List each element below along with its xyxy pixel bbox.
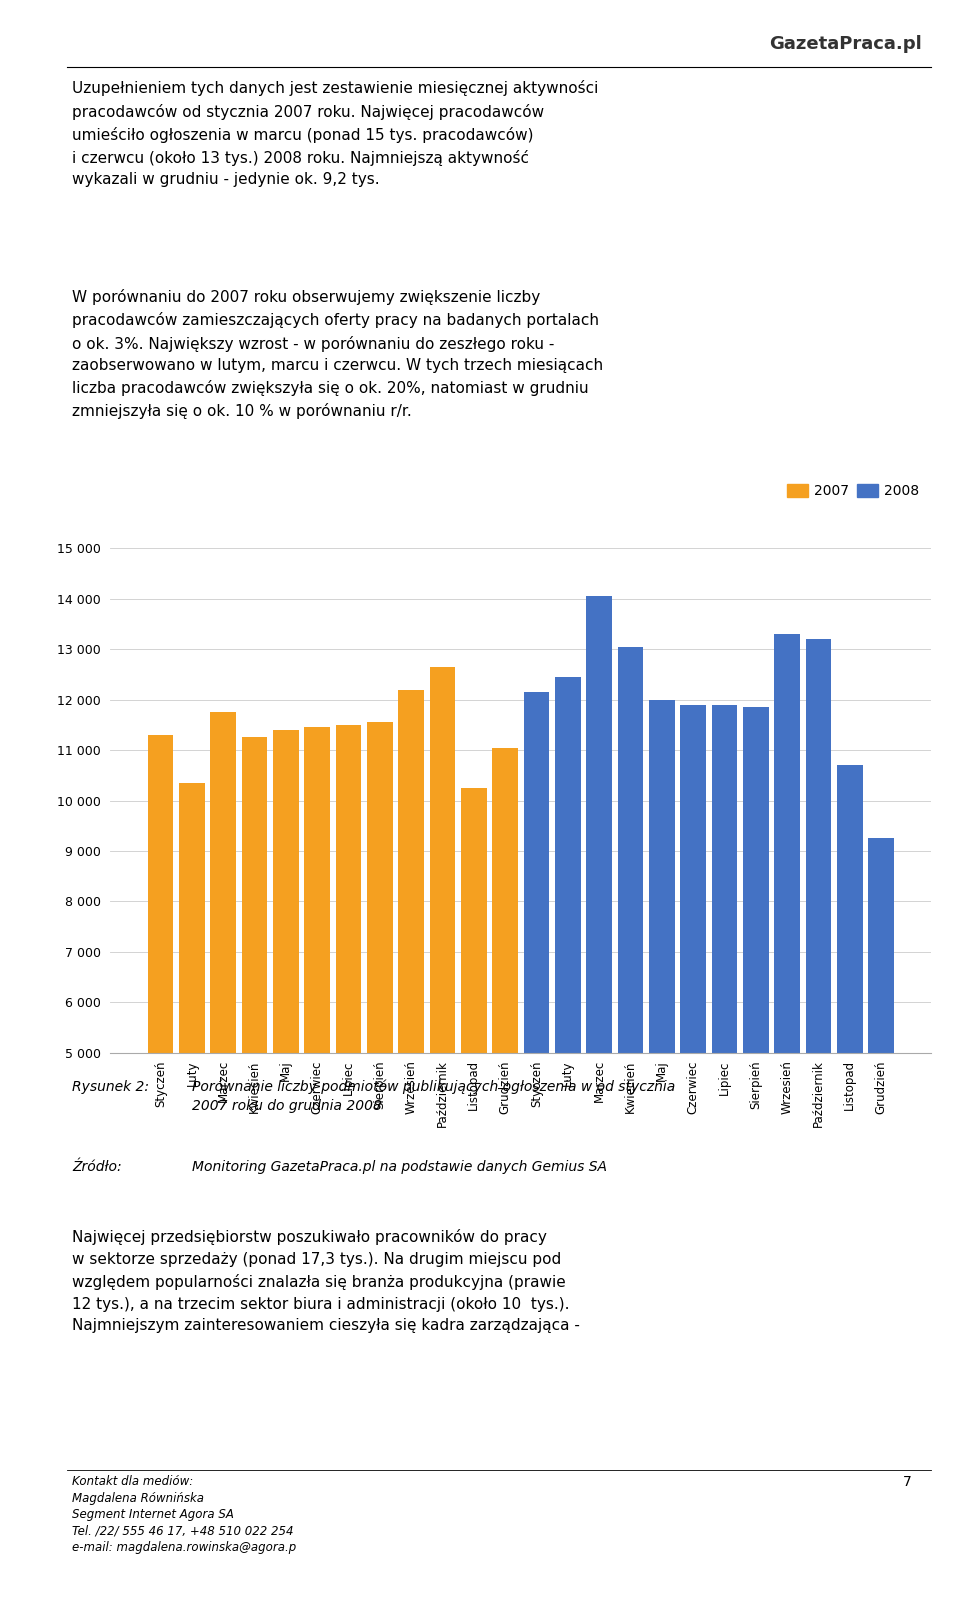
Bar	[523, 693, 549, 1305]
Bar	[774, 635, 800, 1305]
Text: W porównaniu do 2007 roku obserwujemy zwiększenie liczby
pracodawców zamieszczaj: W porównaniu do 2007 roku obserwujemy zw…	[72, 289, 603, 419]
Bar	[461, 787, 487, 1305]
Bar	[617, 646, 643, 1305]
Text: Porównanie liczby podmiotów publikujących ogłoszenia w od stycznia
2007 roku do : Porównanie liczby podmiotów publikującyc…	[192, 1080, 675, 1112]
Bar	[273, 730, 299, 1305]
Bar	[210, 712, 236, 1305]
Bar	[649, 699, 675, 1305]
Bar	[398, 689, 424, 1305]
Bar	[304, 728, 330, 1305]
Text: Monitoring GazetaPraca.pl na podstawie danych Gemius SA: Monitoring GazetaPraca.pl na podstawie d…	[192, 1160, 607, 1175]
Legend: 2007, 2008: 2007, 2008	[781, 479, 924, 505]
Bar	[805, 640, 831, 1305]
Text: GazetaPraca.pl: GazetaPraca.pl	[769, 35, 922, 53]
Text: Uzupełnieniem tych danych jest zestawienie miesięcznej aktywności
pracodawców od: Uzupełnieniem tych danych jest zestawien…	[72, 80, 598, 188]
Text: 7: 7	[903, 1475, 912, 1490]
Bar	[711, 705, 737, 1305]
Bar	[148, 734, 174, 1305]
Bar	[555, 677, 581, 1305]
Bar	[868, 839, 894, 1305]
Bar	[837, 765, 863, 1305]
Bar	[492, 747, 518, 1305]
Bar	[179, 783, 204, 1305]
Bar	[336, 725, 361, 1305]
Text: Najwięcej przedsiębiorstw poszukiwało pracowników do pracy
w sektorze sprzedaży : Najwięcej przedsiębiorstw poszukiwało pr…	[72, 1229, 580, 1334]
Text: Kontakt dla mediów:
Magdalena Równińska
Segment Internet Agora SA
Tel. /22/ 555 : Kontakt dla mediów: Magdalena Równińska …	[72, 1475, 297, 1554]
Bar	[242, 738, 268, 1305]
Text: Źródło:: Źródło:	[72, 1160, 122, 1175]
Text: Rysunek 2:: Rysunek 2:	[72, 1080, 149, 1094]
Bar	[743, 707, 769, 1305]
Bar	[430, 667, 455, 1305]
Bar	[681, 705, 706, 1305]
Bar	[587, 596, 612, 1305]
Bar	[367, 723, 393, 1305]
